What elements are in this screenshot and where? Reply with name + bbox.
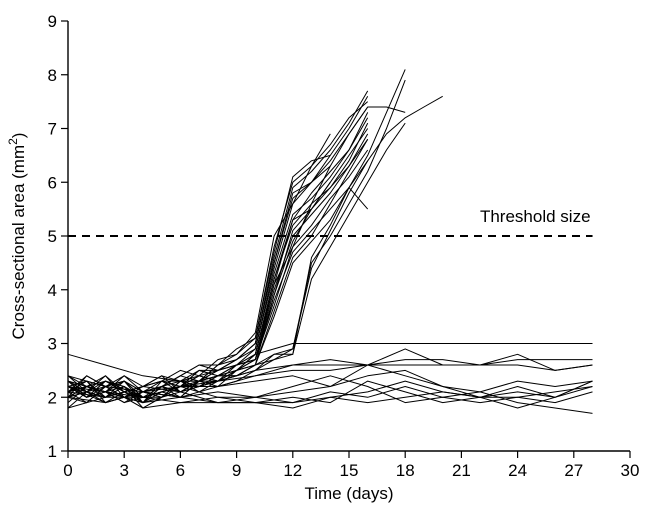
y-tick-label: 9	[48, 12, 57, 31]
series-line-11	[67, 133, 369, 404]
x-tick-label: 18	[396, 461, 415, 480]
x-axis-title: Time (days)	[304, 484, 393, 503]
x-tick-label: 27	[564, 461, 583, 480]
y-tick-label: 4	[48, 281, 57, 300]
series-line-33	[67, 375, 593, 409]
series-line-4	[67, 90, 369, 398]
x-tick-label: 15	[340, 461, 359, 480]
x-tick-label: 6	[176, 461, 185, 480]
series-line-26	[67, 364, 593, 393]
x-tick-label: 30	[621, 461, 640, 480]
series-line-3	[67, 139, 369, 404]
x-tick-label: 3	[119, 461, 128, 480]
series-line-21	[67, 122, 406, 404]
series-line-29	[67, 364, 593, 404]
threshold-label: Threshold size	[480, 207, 591, 226]
series-line-12	[67, 139, 369, 398]
y-axis-title-main: Cross-sectional area (mm	[9, 145, 28, 340]
y-tick-label: 2	[48, 388, 57, 407]
x-tick-label: 21	[452, 461, 471, 480]
series-line-13	[67, 106, 369, 398]
series-line-31	[67, 380, 593, 404]
series-line-34	[67, 380, 593, 409]
series-line-17	[67, 165, 331, 398]
series-line-24	[67, 343, 593, 404]
series-line-14	[67, 187, 369, 398]
series-line-16	[67, 154, 331, 393]
x-tick-label: 0	[63, 461, 72, 480]
y-tick-label: 5	[48, 227, 57, 246]
y-axis-title-sup: 2	[6, 138, 20, 145]
y-axis-title-end: )	[9, 133, 28, 139]
series-line-19	[67, 69, 406, 409]
y-tick-label: 8	[48, 66, 57, 85]
x-tick-label: 12	[283, 461, 302, 480]
y-tick-label: 7	[48, 120, 57, 139]
y-tick-label: 1	[48, 442, 57, 461]
x-tick-label: 9	[232, 461, 241, 480]
series-line-23	[67, 106, 406, 404]
series-layer	[67, 69, 593, 414]
series-line-27	[67, 348, 593, 382]
y-tick-label: 3	[48, 335, 57, 354]
series-line-5	[67, 112, 369, 398]
y-tick-label: 6	[48, 173, 57, 192]
y-axis-title: Cross-sectional area (mm2)	[6, 133, 28, 340]
x-tick-label: 24	[508, 461, 527, 480]
series-line-10	[67, 117, 369, 398]
